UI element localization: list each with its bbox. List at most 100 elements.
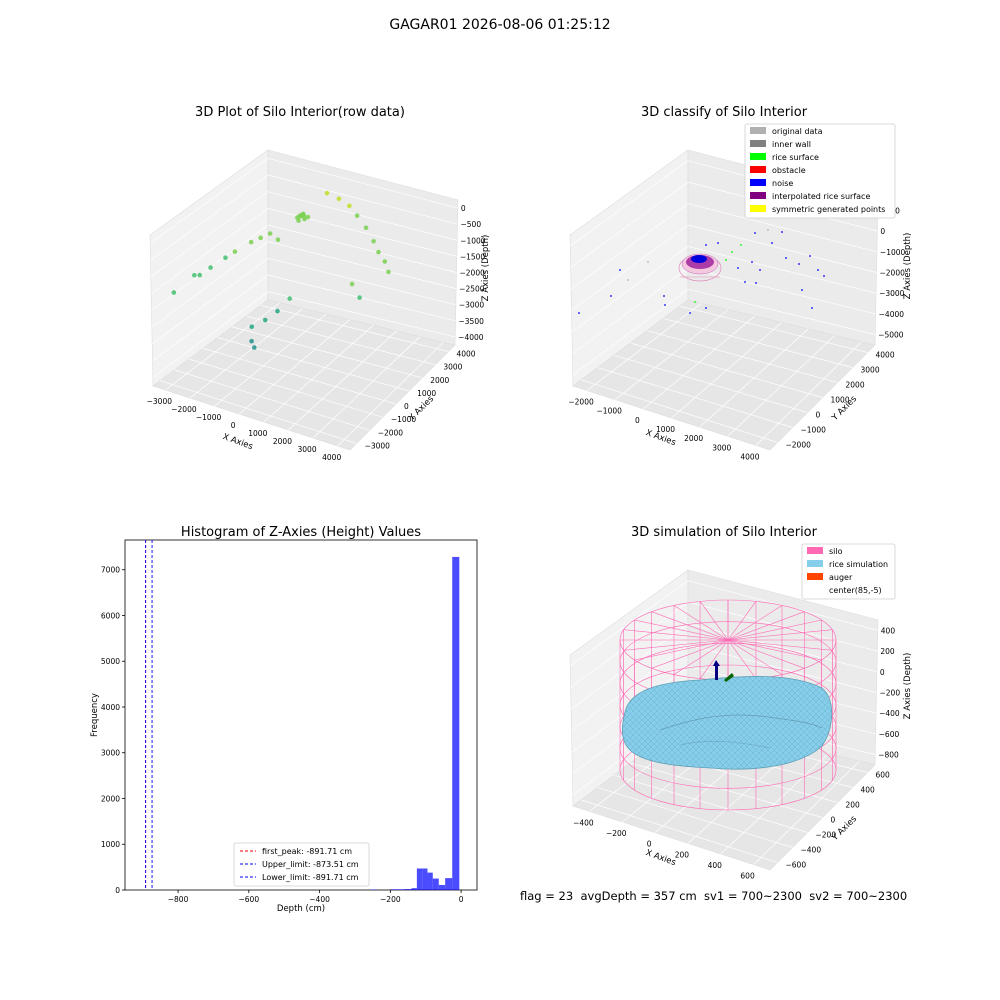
hist-bar	[452, 556, 460, 890]
legend-swatch	[750, 140, 766, 147]
z-tick-label: 200	[880, 647, 895, 656]
grid-line	[260, 305, 449, 352]
y-tick-label: 3000	[861, 366, 880, 375]
hist-bar	[416, 868, 423, 890]
raw-point	[302, 216, 307, 222]
sim-xlabel: X Axies	[644, 848, 677, 868]
y-tick-label: −400	[801, 846, 822, 855]
classify-point	[619, 269, 621, 271]
silo-spoke	[651, 639, 729, 669]
grid-line	[188, 358, 383, 418]
raw-gridlines	[149, 157, 458, 447]
grid-line	[267, 174, 458, 225]
silo-spoke	[623, 639, 729, 651]
legend-swatch	[750, 179, 766, 186]
grid-line	[238, 319, 351, 415]
classify-point	[689, 312, 691, 314]
hist-bar	[411, 888, 417, 890]
grid-line	[312, 336, 421, 439]
y-tick-label: 4000	[876, 351, 895, 360]
grid-line	[151, 258, 269, 345]
classify-cluster	[678, 253, 722, 282]
x-tick-label: −400	[309, 895, 330, 904]
classify-point	[755, 282, 757, 284]
raw-point	[232, 249, 238, 254]
classify-point	[809, 255, 811, 257]
raw-title: 3D Plot of Silo Interior(row data)	[195, 105, 405, 120]
grid-line	[570, 203, 689, 290]
y-tick-label: −1000	[391, 415, 417, 424]
z-tick-label: −1500	[460, 252, 486, 261]
classify-point	[751, 261, 753, 263]
silo-spoke	[699, 639, 729, 679]
y-tick-label: −3000	[365, 441, 391, 450]
x-tick-label: −2000	[568, 398, 594, 407]
classify-point	[740, 244, 742, 246]
classify-point	[759, 269, 761, 271]
x-tick-label: 200	[675, 850, 690, 859]
z-tick-label: −2000	[880, 269, 906, 278]
hist-bar	[397, 889, 405, 890]
sim-title: 3D simulation of Silo Interior	[631, 525, 818, 540]
y-tick-label: 7000	[101, 566, 120, 575]
hist-legend-items: first_peak: -891.71 cm Upper_limit: -873.…	[240, 847, 359, 882]
hist-bar	[432, 878, 439, 890]
grid-line	[267, 257, 456, 306]
raw-point	[376, 249, 381, 255]
hist-xlabel: Depth (cm)	[277, 904, 325, 914]
classify-point	[785, 257, 787, 259]
raw-point	[305, 214, 311, 220]
classify-point	[767, 229, 769, 231]
y-tick-label: 200	[846, 801, 861, 810]
z-tick-label: −1000	[880, 248, 906, 257]
raw-point	[298, 214, 303, 219]
x-tick-label: 3000	[712, 443, 731, 452]
x-tick-label: 0	[459, 895, 464, 904]
raw-point	[357, 295, 362, 300]
sim-tick-labels: −400−2000200400600−600−400−2000200400600…	[573, 626, 900, 880]
silo-spoke	[727, 639, 833, 651]
legend-label: auger	[829, 573, 853, 582]
legend-label: original data	[772, 127, 823, 136]
raw-zlabel: Z Axies (Depth)	[481, 235, 491, 302]
z-tick-label: 0	[461, 204, 466, 213]
y-tick-label: 4000	[456, 350, 475, 359]
sim-legend-box	[801, 543, 896, 600]
classify-legend-box	[744, 123, 896, 219]
grid-line	[687, 623, 878, 673]
y-tick-label: 0	[115, 886, 120, 895]
legend-label: first_peak: -891.71 cm	[262, 847, 352, 856]
y-tick-label: 400	[861, 786, 876, 795]
grid-line	[214, 313, 327, 407]
grid-line	[231, 326, 423, 379]
legend-label: Lower_limit: -891.71 cm	[262, 873, 359, 882]
legend-swatch	[750, 166, 766, 173]
hist-legend-box	[233, 842, 370, 887]
y-tick-label: −2000	[378, 428, 404, 437]
legend-swatch	[750, 205, 766, 212]
raw-point	[248, 239, 254, 245]
y-tick-label: −600	[786, 861, 807, 870]
raw-point	[192, 272, 197, 278]
grid-line	[267, 224, 457, 273]
legend-label: Upper_limit: -873.51 cm	[262, 860, 359, 869]
hist-bar	[445, 878, 453, 890]
hist-bar	[404, 889, 412, 890]
y-tick-label: 5000	[101, 657, 120, 666]
x-tick-label: 400	[708, 861, 723, 870]
silo-spoke	[727, 605, 783, 641]
legend-swatch	[807, 586, 823, 593]
hist-chart: Histogram of Z-Axies (Height) Values −80…	[90, 525, 478, 914]
y-tick-label: 1000	[417, 389, 436, 398]
y-tick-label: 0	[816, 411, 821, 420]
silo-spoke	[634, 619, 729, 641]
grid-line	[152, 274, 269, 362]
x-tick-label: 600	[740, 872, 755, 881]
raw-point	[363, 225, 369, 231]
silo-spoke	[727, 639, 822, 661]
legend-label: symmetric generated points	[772, 205, 885, 214]
legend-swatch	[750, 127, 766, 134]
grid-line	[687, 267, 876, 315]
classify-point	[823, 275, 825, 277]
z-tick-label: −600	[879, 730, 900, 739]
